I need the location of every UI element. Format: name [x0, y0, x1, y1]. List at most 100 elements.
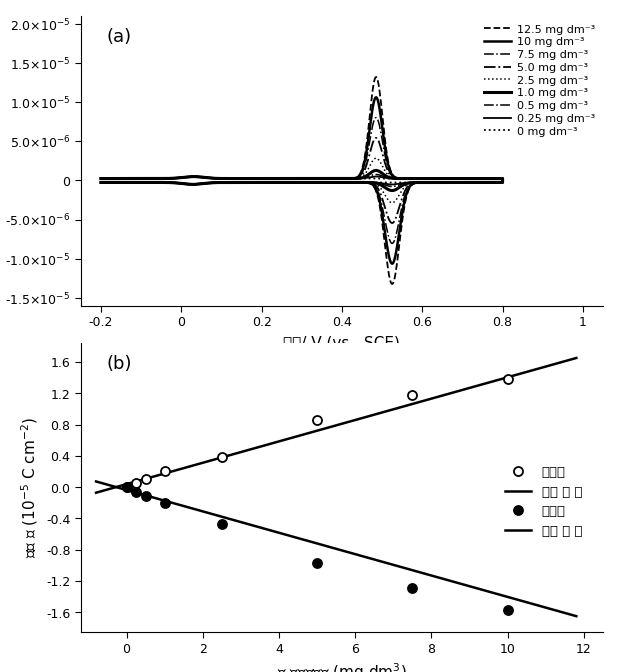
1.0 mg dm⁻³	[97, 175, 104, 183]
0.5 mg dm⁻³	[347, 179, 355, 187]
2.5 mg dm⁻³	[97, 179, 104, 187]
0 mg dm⁻³	[348, 179, 355, 187]
Line: 12.5 mg dm⁻³: 12.5 mg dm⁻³	[101, 77, 502, 284]
0.25 mg dm⁻³	[273, 179, 280, 187]
12.5 mg dm⁻³	[423, 175, 430, 183]
0.25 mg dm⁻³	[258, 179, 265, 187]
Line: 5.0 mg dm⁻³: 5.0 mg dm⁻³	[101, 138, 502, 223]
7.5 mg dm⁻³	[423, 175, 430, 183]
0.5 mg dm⁻³	[451, 175, 459, 183]
5.0 mg dm⁻³	[451, 175, 459, 183]
1.0 mg dm⁻³	[258, 179, 265, 187]
Text: (b): (b)	[107, 354, 132, 372]
Line: 0.5 mg dm⁻³: 0.5 mg dm⁻³	[101, 175, 502, 187]
0.25 mg dm⁻³	[423, 175, 430, 183]
0.5 mg dm⁻³	[372, 171, 379, 179]
12.5 mg dm⁻³	[451, 175, 459, 183]
7.5 mg dm⁻³	[97, 179, 104, 187]
X-axis label: 电压/ V (vs.  SCE): 电压/ V (vs. SCE)	[283, 335, 400, 349]
7.5 mg dm⁻³	[273, 179, 280, 187]
5.0 mg dm⁻³	[347, 179, 355, 187]
2.5 mg dm⁻³	[388, 199, 396, 207]
7.5 mg dm⁻³	[347, 179, 355, 187]
Line: 2.5 mg dm⁻³: 2.5 mg dm⁻³	[101, 159, 502, 203]
5.0 mg dm⁻³	[258, 179, 265, 187]
Line: 0.25 mg dm⁻³: 0.25 mg dm⁻³	[101, 177, 502, 185]
2.5 mg dm⁻³	[423, 175, 430, 183]
5.0 mg dm⁻³	[372, 134, 379, 142]
12.5 mg dm⁻³	[97, 175, 104, 183]
10 mg dm⁻³	[258, 179, 265, 187]
5.0 mg dm⁻³	[423, 175, 430, 183]
0.5 mg dm⁻³	[388, 183, 396, 191]
0.25 mg dm⁻³	[179, 173, 186, 181]
12.5 mg dm⁻³	[97, 179, 104, 187]
5.0 mg dm⁻³	[97, 175, 104, 183]
1.0 mg dm⁻³	[451, 175, 459, 183]
2.5 mg dm⁻³	[451, 175, 459, 183]
12.5 mg dm⁻³	[258, 179, 265, 187]
12.5 mg dm⁻³	[179, 173, 186, 181]
2.5 mg dm⁻³	[347, 179, 355, 187]
0.25 mg dm⁻³	[451, 175, 459, 183]
5.0 mg dm⁻³	[179, 173, 186, 181]
0.5 mg dm⁻³	[97, 175, 104, 183]
Line: 7.5 mg dm⁻³: 7.5 mg dm⁻³	[101, 118, 502, 244]
0 mg dm⁻³	[189, 173, 197, 181]
10 mg dm⁻³	[97, 179, 104, 187]
7.5 mg dm⁻³	[97, 175, 104, 183]
2.5 mg dm⁻³	[273, 179, 280, 187]
Line: 1.0 mg dm⁻³: 1.0 mg dm⁻³	[101, 171, 502, 191]
X-axis label: 对 硝基酚浓度 (mg dm$^3$): 对 硝基酚浓度 (mg dm$^3$)	[277, 661, 406, 672]
12.5 mg dm⁻³	[388, 280, 396, 288]
10 mg dm⁻³	[451, 175, 459, 183]
0 mg dm⁻³	[451, 175, 459, 183]
0.25 mg dm⁻³	[372, 173, 379, 181]
Y-axis label: 峰面 积 (10$^{-5}$ C cm$^{-2}$): 峰面 积 (10$^{-5}$ C cm$^{-2}$)	[20, 417, 40, 558]
1.0 mg dm⁻³	[179, 173, 186, 181]
2.5 mg dm⁻³	[97, 175, 104, 183]
10 mg dm⁻³	[388, 260, 396, 268]
7.5 mg dm⁻³	[372, 114, 379, 122]
7.5 mg dm⁻³	[388, 240, 396, 248]
10 mg dm⁻³	[423, 175, 430, 183]
0 mg dm⁻³	[423, 175, 430, 183]
2.5 mg dm⁻³	[372, 155, 379, 163]
Line: 10 mg dm⁻³: 10 mg dm⁻³	[101, 97, 502, 264]
2.5 mg dm⁻³	[258, 179, 265, 187]
1.0 mg dm⁻³	[423, 175, 430, 183]
1.0 mg dm⁻³	[372, 167, 379, 175]
10 mg dm⁻³	[347, 179, 355, 187]
2.5 mg dm⁻³	[179, 173, 186, 181]
12.5 mg dm⁻³	[372, 73, 379, 81]
5.0 mg dm⁻³	[273, 179, 280, 187]
7.5 mg dm⁻³	[179, 173, 186, 181]
0 mg dm⁻³	[189, 181, 197, 189]
0.5 mg dm⁻³	[97, 179, 104, 187]
0 mg dm⁻³	[259, 179, 266, 187]
0.25 mg dm⁻³	[97, 179, 104, 187]
0.25 mg dm⁻³	[388, 181, 396, 189]
0 mg dm⁻³	[179, 173, 186, 181]
0.25 mg dm⁻³	[347, 179, 355, 187]
0.5 mg dm⁻³	[258, 179, 265, 187]
0 mg dm⁻³	[97, 175, 104, 183]
Legend: 氧化峰, 线性 回 归, 还原峰, 线性 回 归: 氧化峰, 线性 回 归, 还原峰, 线性 回 归	[500, 462, 586, 542]
5.0 mg dm⁻³	[388, 219, 396, 227]
Text: (a): (a)	[107, 28, 132, 46]
1.0 mg dm⁻³	[388, 187, 396, 195]
7.5 mg dm⁻³	[451, 175, 459, 183]
0.5 mg dm⁻³	[423, 175, 430, 183]
0.5 mg dm⁻³	[179, 173, 186, 181]
10 mg dm⁻³	[273, 179, 280, 187]
12.5 mg dm⁻³	[347, 179, 355, 187]
1.0 mg dm⁻³	[273, 179, 280, 187]
12.5 mg dm⁻³	[273, 179, 280, 187]
5.0 mg dm⁻³	[97, 179, 104, 187]
Line: 0 mg dm⁻³: 0 mg dm⁻³	[101, 177, 502, 185]
0 mg dm⁻³	[273, 179, 281, 187]
1.0 mg dm⁻³	[347, 179, 355, 187]
0.5 mg dm⁻³	[273, 179, 280, 187]
Legend: 12.5 mg dm⁻³, 10 mg dm⁻³, 7.5 mg dm⁻³, 5.0 mg dm⁻³, 2.5 mg dm⁻³, 1.0 mg dm⁻³, 0.: 12.5 mg dm⁻³, 10 mg dm⁻³, 7.5 mg dm⁻³, 5…	[481, 22, 597, 139]
0 mg dm⁻³	[97, 179, 104, 187]
